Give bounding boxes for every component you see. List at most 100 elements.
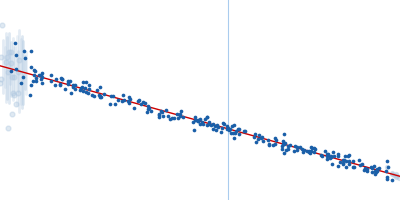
Point [206,120,212,123]
Point [22,57,28,60]
Point [20,76,26,79]
Point [219,127,226,130]
Point [167,117,173,120]
Point [224,125,230,128]
Point [38,76,45,79]
Point [65,79,71,82]
Point [80,89,86,92]
Point [368,166,375,169]
Point [32,70,38,73]
Point [38,77,44,81]
Point [269,144,276,147]
Point [190,120,196,124]
Point [126,102,132,105]
Point [0,77,4,80]
Point [342,165,349,168]
Point [259,135,265,138]
Point [265,144,272,147]
Point [335,165,341,168]
Point [278,147,285,151]
Point [309,147,316,150]
Point [389,172,396,175]
Point [300,150,307,154]
Point [229,124,235,128]
Point [156,113,162,116]
Point [374,168,380,171]
Point [204,115,210,119]
Point [286,143,293,146]
Point [285,145,291,148]
Point [307,151,313,154]
Point [356,159,362,162]
Point [341,158,347,161]
Point [228,131,234,134]
Point [171,116,178,119]
Point [39,82,45,85]
Point [195,118,202,121]
Point [324,153,331,156]
Point [230,131,236,134]
Point [272,136,278,139]
Point [52,84,58,87]
Point [38,73,45,77]
Point [62,87,68,90]
Point [236,132,242,135]
Point [227,127,233,131]
Point [0,24,6,27]
Point [86,84,92,87]
Point [393,175,400,179]
Point [174,112,180,115]
Point [224,126,231,129]
Point [340,162,346,165]
Point [324,152,330,155]
Point [64,82,71,85]
Point [212,125,219,128]
Point [252,132,258,135]
Point [126,96,132,99]
Point [311,148,318,151]
Point [197,123,204,126]
Point [306,150,312,153]
Point [282,149,289,152]
Point [384,177,390,180]
Point [372,173,378,176]
Point [200,122,206,125]
Point [291,145,298,148]
Point [384,175,390,179]
Point [146,106,153,109]
Point [272,142,278,145]
Point [108,94,114,97]
Point [47,73,54,76]
Point [218,130,224,133]
Point [394,174,400,178]
Point [230,124,237,127]
Point [281,142,288,145]
Point [294,145,300,148]
Point [68,92,74,95]
Point [57,82,63,86]
Point [396,177,400,180]
Point [56,83,63,86]
Point [364,167,370,171]
Point [357,163,363,166]
Point [346,159,352,163]
Point [64,82,71,85]
Point [26,93,33,97]
Point [350,159,356,163]
Point [70,84,76,87]
Point [368,165,374,168]
Point [142,102,148,105]
Point [388,171,395,174]
Point [319,155,326,158]
Point [204,123,210,126]
Point [127,97,133,100]
Point [281,142,288,145]
Point [135,100,142,103]
Point [30,79,36,82]
Point [213,128,219,131]
Point [144,110,150,114]
Point [285,147,291,151]
Point [306,150,312,153]
Point [96,86,103,89]
Point [350,165,356,168]
